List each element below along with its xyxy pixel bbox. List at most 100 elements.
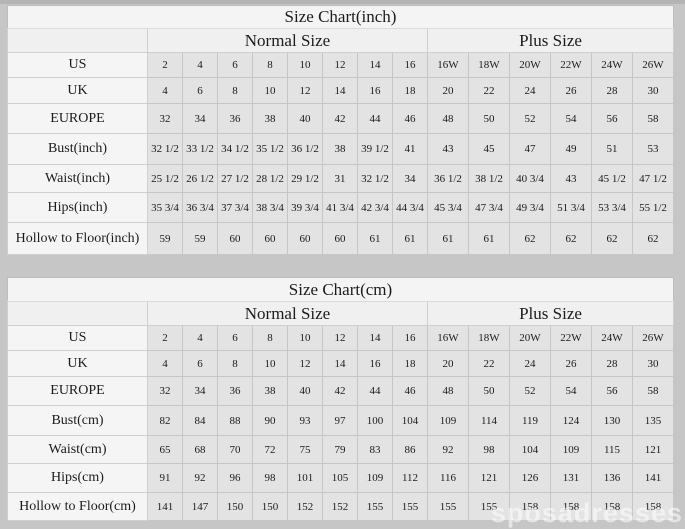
size-cell: 100: [357, 405, 393, 436]
size-cell: 38: [322, 133, 358, 165]
size-cell: 114: [468, 405, 510, 436]
size-cell: 93: [287, 405, 323, 436]
size-cell: 25 1/2: [147, 164, 183, 193]
size-cell: 32: [147, 103, 183, 134]
size-cell: 38: [252, 103, 288, 134]
size-cell: 8: [217, 77, 253, 104]
size-cell: 109: [550, 435, 592, 464]
row-label: Hips(inch): [7, 192, 148, 223]
size-cell: 10: [252, 350, 288, 377]
size-cell: 158: [509, 492, 551, 521]
size-cell: 34 1/2: [217, 133, 253, 165]
size-cell: 24W: [591, 52, 633, 78]
size-cell: 54: [550, 376, 592, 406]
size-cell: 50: [468, 103, 510, 134]
size-cell: 6: [217, 325, 253, 351]
row-label: EUROPE: [7, 376, 148, 406]
table-title: Size Chart(cm): [7, 277, 674, 302]
size-cell: 27 1/2: [217, 164, 253, 193]
size-cell: 121: [468, 463, 510, 493]
size-chart-table: Size Chart(cm) Normal Size Plus Size US 2 4 6 8…: [7, 277, 674, 521]
size-cell: 32 1/2: [147, 133, 183, 165]
size-cell: 31: [322, 164, 358, 193]
size-cell: 91: [147, 463, 183, 493]
size-cell: 51: [591, 133, 633, 165]
size-cell: 39 1/2: [357, 133, 393, 165]
size-chart-inch-table: Size Chart(inch) Normal Size Plus Size US 2 4…: [7, 5, 674, 255]
table-row: Waist(cm) 65 68 70 72 75 79 83 86 92 98 104 109 115 12…: [7, 435, 674, 464]
size-cell: 109: [427, 405, 469, 436]
size-cell: 155: [427, 492, 469, 521]
size-cell: 42 3/4: [357, 192, 393, 223]
size-cell: 49 3/4: [509, 192, 551, 223]
size-cell: 34: [182, 103, 218, 134]
size-cell: 60: [287, 222, 323, 255]
size-cell: 61: [392, 222, 428, 255]
size-cell: 44: [357, 103, 393, 134]
table-row: UK 4 6 8 10 12 14 16 18 20 22 24 26 28 30: [7, 350, 674, 377]
size-cell: 119: [509, 405, 551, 436]
size-cell: 124: [550, 405, 592, 436]
size-cell: 35 3/4: [147, 192, 183, 223]
size-cell: 2: [147, 325, 183, 351]
size-cell: 8: [217, 350, 253, 377]
row-label: US: [7, 325, 148, 351]
column-group-header: Plus Size: [427, 28, 674, 53]
size-cell: 36 1/2: [287, 133, 323, 165]
table-row: US 2 4 6 8 10 12 14 16 16W 18W 20W 22W 24W 26W: [7, 325, 674, 351]
size-cell: 155: [392, 492, 428, 521]
row-label: Hips(cm): [7, 463, 148, 493]
size-cell: 12: [287, 350, 323, 377]
size-cell: 22W: [550, 325, 592, 351]
size-cell: 26: [550, 77, 592, 104]
size-chart-cm-table: Size Chart(cm) Normal Size Plus Size US 2 4 6 8…: [7, 277, 674, 521]
size-cell: 4: [147, 350, 183, 377]
row-label: Bust(inch): [7, 133, 148, 165]
corner-cell: [7, 28, 148, 53]
size-cell: 126: [509, 463, 551, 493]
size-cell: 104: [392, 405, 428, 436]
size-cell: 121: [632, 435, 674, 464]
table-row: US 2 4 6 8 10 12 14 16 16W 18W 20W 22W 24W 26W: [7, 52, 674, 78]
size-cell: 112: [392, 463, 428, 493]
size-cell: 2: [147, 52, 183, 78]
size-cell: 34: [182, 376, 218, 406]
size-cell: 70: [217, 435, 253, 464]
size-cell: 152: [322, 492, 358, 521]
size-cell: 115: [591, 435, 633, 464]
size-cell: 37 3/4: [217, 192, 253, 223]
size-cell: 30: [632, 77, 674, 104]
size-cell: 34: [392, 164, 428, 193]
size-cell: 60: [252, 222, 288, 255]
size-cell: 20W: [509, 52, 551, 78]
size-cell: 29 1/2: [287, 164, 323, 193]
size-chart-table: Size Chart(inch) Normal Size Plus Size US 2 4…: [7, 5, 674, 255]
size-cell: 10: [252, 77, 288, 104]
size-cell: 41 3/4: [322, 192, 358, 223]
row-label: Waist(inch): [7, 164, 148, 193]
size-cell: 75: [287, 435, 323, 464]
size-cell: 109: [357, 463, 393, 493]
size-cell: 105: [322, 463, 358, 493]
size-cell: 8: [252, 52, 288, 78]
size-cell: 92: [427, 435, 469, 464]
size-cell: 28 1/2: [252, 164, 288, 193]
size-cell: 22: [468, 77, 510, 104]
size-cell: 16: [392, 52, 428, 78]
size-cell: 158: [632, 492, 674, 521]
size-cell: 92: [182, 463, 218, 493]
size-cell: 45 3/4: [427, 192, 469, 223]
size-cell: 32 1/2: [357, 164, 393, 193]
size-cell: 20: [427, 77, 469, 104]
size-cell: 53 3/4: [591, 192, 633, 223]
size-cell: 18W: [468, 52, 510, 78]
size-cell: 130: [591, 405, 633, 436]
size-cell: 135: [632, 405, 674, 436]
size-cell: 60: [322, 222, 358, 255]
size-cell: 38 3/4: [252, 192, 288, 223]
table-row: Hips(cm) 91 92 96 98 101 105 109 112 116 121 126 131…: [7, 463, 674, 493]
size-cell: 68: [182, 435, 218, 464]
size-cell: 14: [357, 52, 393, 78]
size-cell: 16: [357, 77, 393, 104]
size-cell: 58: [632, 103, 674, 134]
